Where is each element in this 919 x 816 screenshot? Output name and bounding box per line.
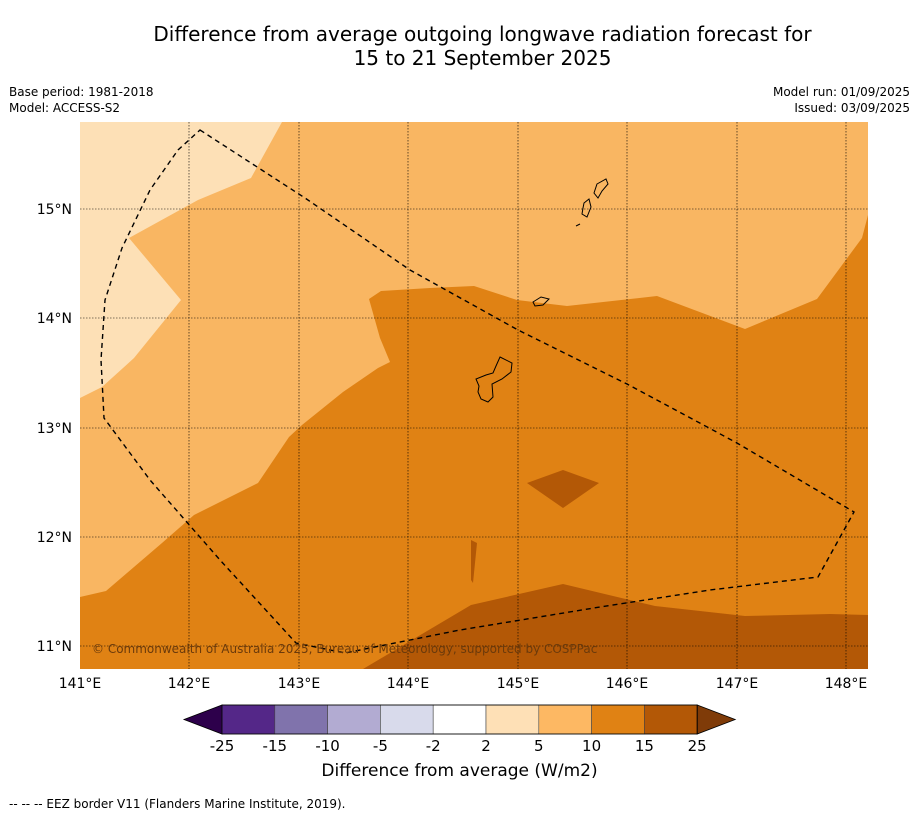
- saipan-island: [593, 178, 609, 199]
- chart-title: Difference from average outgoing longwav…: [0, 22, 919, 70]
- lat-tick-label: 15°N: [37, 202, 72, 218]
- copyright-text: © Commonwealth of Australia 2025, Bureau…: [92, 642, 597, 656]
- colorbar-segment: [221, 704, 276, 735]
- lon-tick-label: 148°E: [825, 676, 868, 692]
- lon-tick-label: 147°E: [716, 676, 759, 692]
- colorbar-tick-label: 10: [582, 737, 601, 755]
- gridlines: [80, 122, 868, 669]
- anomaly-15-25-bottom: [363, 584, 868, 669]
- coastlines: [475, 178, 609, 403]
- colorbar-extend-low: [182, 704, 223, 735]
- colorbar-tick-label: 15: [635, 737, 654, 755]
- chart-title-line2: 15 to 21 September 2025: [353, 46, 612, 70]
- meta-right: Model run: 01/09/2025 Issued: 03/09/2025: [773, 84, 910, 116]
- tinian-island: [581, 198, 592, 218]
- colorbar-tick-label: -5: [373, 737, 388, 755]
- colorbar-tick-label: -15: [263, 737, 288, 755]
- issued-text: Issued: 03/09/2025: [794, 101, 910, 115]
- lat-tick-label: 12°N: [37, 530, 72, 546]
- lat-tick-label: 14°N: [37, 311, 72, 327]
- colorbar-tick-label: -25: [210, 737, 235, 755]
- colorbar-extend-high: [696, 704, 737, 735]
- meta-left: Base period: 1981-2018 Model: ACCESS-S2: [9, 84, 154, 116]
- eez-footnote: -- -- -- EEZ border V11 (Flanders Marine…: [9, 797, 346, 811]
- lon-tick-label: 141°E: [59, 676, 102, 692]
- anomaly-5-10-region: [80, 122, 868, 597]
- model-run-text: Model run: 01/09/2025: [772, 85, 910, 99]
- lon-ticks: 141°E 142°E 143°E 144°E 145°E 146°E 147°…: [59, 676, 868, 692]
- colorbar-tick-label: 2: [481, 737, 491, 755]
- anomaly-2-5-region: [80, 122, 282, 398]
- lat-tick-label: 13°N: [37, 421, 72, 437]
- colorbar-tick-label: -10: [315, 737, 340, 755]
- colorbar-title: Difference from average (W/m2): [321, 761, 598, 781]
- lat-ticks: 15°N 14°N 13°N 12°N 11°N: [37, 202, 72, 655]
- aguijan-island: [575, 223, 581, 227]
- colorbar-tick-label: -2: [426, 737, 441, 755]
- base-period-text: Base period: 1981-2018: [9, 85, 154, 99]
- colorbar-segment: [538, 704, 592, 735]
- colorbar-segment: [644, 704, 698, 735]
- anomaly-15-25-diamond: [527, 470, 599, 508]
- lon-tick-label: 142°E: [168, 676, 211, 692]
- eez-border: [100, 129, 855, 654]
- guam-island: [475, 356, 513, 403]
- lon-tick-label: 143°E: [278, 676, 321, 692]
- lon-tick-label: 146°E: [606, 676, 649, 692]
- colorbar-segment: [485, 704, 540, 735]
- map-area: © Commonwealth of Australia 2025, Bureau…: [80, 122, 868, 669]
- colorbar-tick-label: 25: [688, 737, 707, 755]
- anomaly-15-25-sliver: [471, 540, 477, 583]
- lon-tick-label: 144°E: [387, 676, 430, 692]
- lat-tick-label: 11°N: [37, 639, 72, 655]
- chart-title-line1: Difference from average outgoing longwav…: [153, 22, 812, 46]
- colorbar-tick-label: 5: [534, 737, 544, 755]
- lon-tick-label: 145°E: [497, 676, 540, 692]
- rota-island: [532, 296, 550, 307]
- colorbar-segment: [327, 704, 381, 735]
- colorbar-segment: [274, 704, 328, 735]
- model-text: Model: ACCESS-S2: [9, 101, 121, 115]
- colorbar: -25 -15 -10 -5 -2 2 5 10 15 25: [182, 704, 737, 755]
- colorbar-segment: [591, 704, 645, 735]
- colorbar-segment: [432, 704, 487, 735]
- colorbar-segment: [380, 704, 434, 735]
- colorbar-outline: [221, 704, 698, 735]
